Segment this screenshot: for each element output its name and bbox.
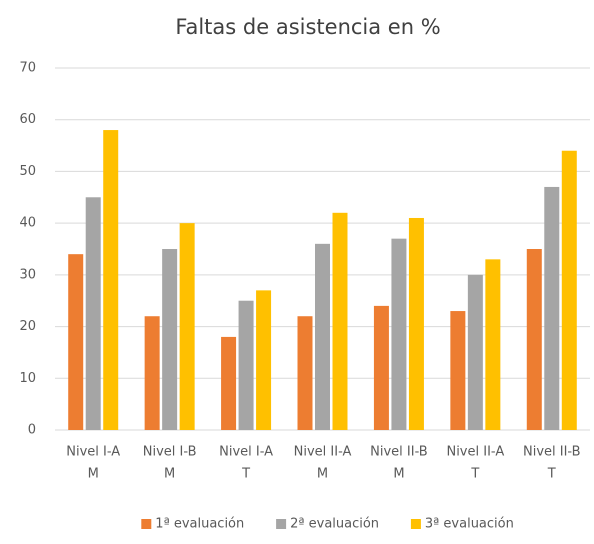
x-tick-label: Nivel I-A: [219, 445, 273, 460]
y-tick-label: 40: [19, 216, 36, 231]
x-tick-label: T: [470, 467, 479, 482]
legend-swatch: [141, 519, 152, 529]
x-tick-label: Nivel II-A: [446, 445, 504, 460]
x-tick-label: Nivel II-B: [523, 445, 581, 460]
bar: [103, 130, 119, 431]
x-tick-label: M: [164, 467, 175, 482]
bar: [315, 243, 330, 430]
bar: [485, 259, 501, 430]
y-tick-label: 30: [19, 267, 36, 282]
bar: [373, 305, 389, 430]
bar: [238, 300, 254, 430]
bar: [450, 311, 466, 430]
x-tick-label: T: [241, 467, 250, 482]
bar: [526, 249, 542, 430]
legend-label: 1ª evaluación: [155, 517, 244, 532]
bar: [561, 150, 577, 430]
bar: [85, 197, 101, 430]
x-tick-label: Nivel I-B: [143, 445, 197, 460]
x-tick-label: M: [317, 467, 328, 482]
bar: [544, 186, 560, 430]
x-tick-label: Nivel II-A: [294, 445, 352, 460]
bar: [179, 223, 195, 430]
chart-title: Faltas de asistencia en %: [175, 15, 440, 39]
x-tick-label: Nivel I-A: [66, 445, 120, 460]
legend-label: 2ª evaluación: [290, 517, 379, 532]
y-tick-label: 10: [19, 371, 36, 386]
bar: [221, 336, 237, 430]
legend-label: 3ª evaluación: [425, 517, 514, 532]
legend-swatch: [410, 519, 421, 529]
x-tick-label: M: [88, 467, 99, 482]
y-tick-label: 50: [19, 164, 36, 179]
x-tick-label: M: [393, 467, 404, 482]
y-tick-label: 0: [28, 423, 36, 438]
bar: [144, 316, 160, 430]
y-tick-label: 60: [19, 112, 36, 127]
bar: [297, 316, 313, 430]
bar: [162, 249, 178, 430]
bar: [391, 238, 407, 430]
legend-swatch: [276, 519, 287, 529]
y-tick-label: 20: [19, 319, 36, 334]
bar: [332, 212, 348, 430]
x-tick-label: Nivel II-B: [370, 445, 428, 460]
bar: [256, 290, 272, 430]
bar: [68, 254, 84, 430]
bar: [467, 274, 483, 430]
bar: [408, 217, 424, 430]
y-tick-label: 70: [19, 61, 36, 76]
x-tick-label: T: [547, 467, 556, 482]
